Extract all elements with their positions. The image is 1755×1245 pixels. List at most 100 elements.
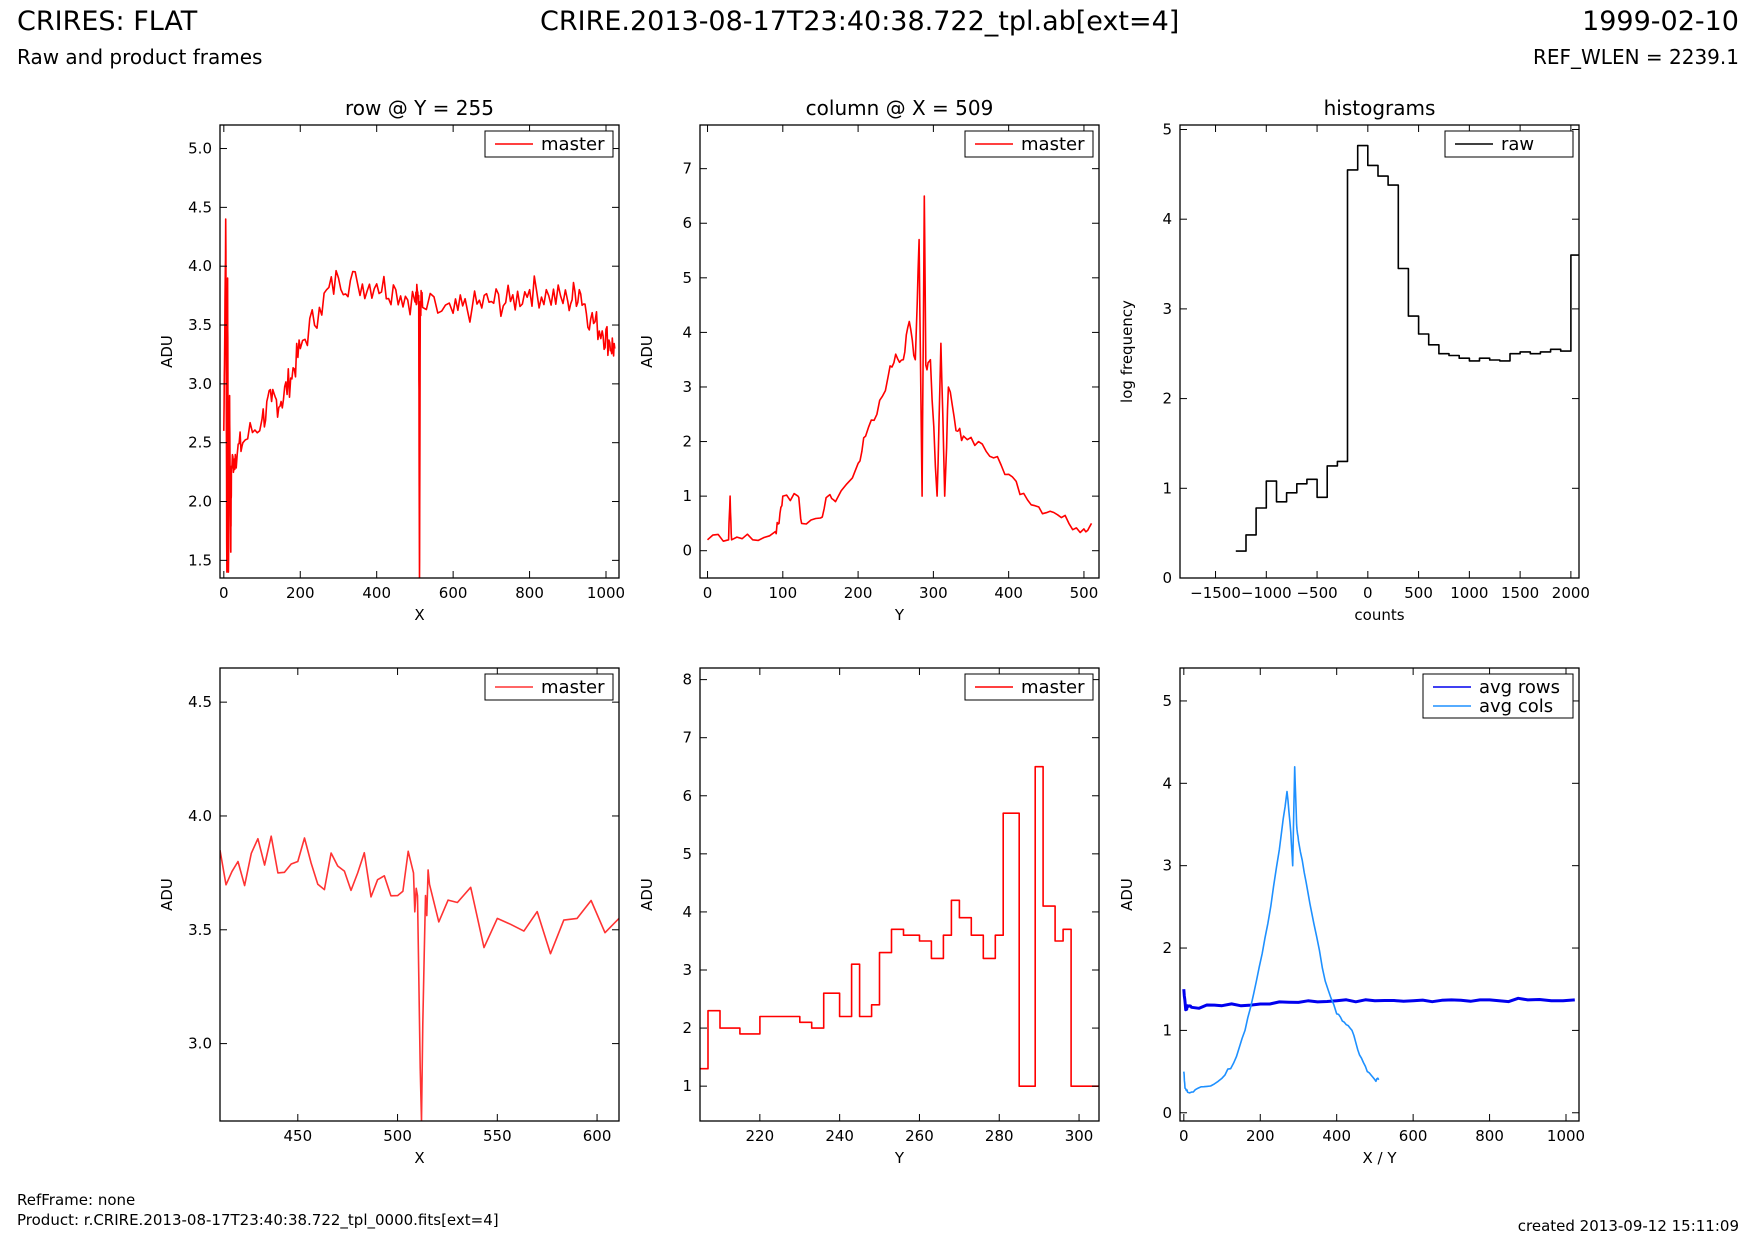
- product-label: Product: r.CRIRE.2013-08-17T23:40:38.722…: [17, 1211, 499, 1229]
- y-tick-label: 4.5: [188, 693, 212, 711]
- x-tick-label: 260: [905, 1127, 934, 1145]
- y-axis-label: ADU: [638, 335, 656, 368]
- x-axis-label: X / Y: [1362, 1149, 1397, 1167]
- x-tick-label: 0: [1363, 584, 1373, 602]
- x-tick-label: 800: [515, 584, 544, 602]
- x-tick-label: 200: [844, 584, 873, 602]
- y-tick-label: 2: [682, 433, 692, 451]
- x-tick-label: 300: [919, 584, 948, 602]
- y-axis-label: ADU: [638, 878, 656, 911]
- x-tick-label: 800: [1475, 1127, 1504, 1145]
- legend-label: master: [1021, 677, 1085, 698]
- y-tick-label: 2.0: [188, 493, 212, 511]
- x-tick-label: 450: [283, 1127, 312, 1145]
- x-tick-label: 0: [703, 584, 713, 602]
- y-tick-label: 4.0: [188, 807, 212, 825]
- refframe-label: RefFrame: none: [17, 1191, 136, 1209]
- x-axis-label: X: [414, 1149, 424, 1167]
- x-axis-label: counts: [1354, 606, 1404, 624]
- y-tick-label: 5: [1162, 120, 1172, 138]
- legend-label: avg rows: [1479, 677, 1560, 698]
- x-axis-label: Y: [894, 606, 905, 624]
- x-tick-label: 200: [1246, 1127, 1275, 1145]
- y-axis-label: ADU: [158, 878, 176, 911]
- x-tick-label: 220: [746, 1127, 775, 1145]
- created-label: created 2013-09-12 15:11:09: [1517, 1217, 1739, 1235]
- legend-box: [1422, 673, 1574, 719]
- plot-frame-avg: [1179, 667, 1580, 1122]
- series-line-col_top-0: [706, 195, 1093, 542]
- x-tick-label: −1500: [1190, 584, 1241, 602]
- x-tick-label: 400: [362, 584, 391, 602]
- x-tick-label: 240: [825, 1127, 854, 1145]
- x-tick-label: 1000: [1450, 584, 1488, 602]
- y-tick-label: 4: [1162, 210, 1172, 228]
- series-line-row_zoom-0: [220, 835, 619, 1121]
- x-tick-label: 500: [1404, 584, 1433, 602]
- y-tick-label: 1.5: [188, 551, 212, 569]
- y-axis-label: ADU: [158, 335, 176, 368]
- plot-frame-col_top: [699, 124, 1100, 579]
- x-tick-label: 2000: [1552, 584, 1590, 602]
- y-tick-label: 2: [682, 1019, 692, 1037]
- series-line-hist-0: [1235, 144, 1579, 552]
- x-tick-label: 600: [1399, 1127, 1428, 1145]
- y-axis-label: log frequency: [1118, 300, 1136, 403]
- legend-label: master: [1021, 134, 1085, 155]
- figure-subtitle: Raw and product frames: [17, 45, 263, 69]
- y-tick-label: 4: [682, 903, 692, 921]
- y-tick-label: 3.0: [188, 1035, 212, 1053]
- y-tick-label: 3: [1162, 300, 1172, 318]
- legend-label: avg cols: [1479, 696, 1553, 717]
- series-line-avg-1: [1183, 766, 1380, 1094]
- x-tick-label: 550: [483, 1127, 512, 1145]
- y-tick-label: 1: [682, 1077, 692, 1095]
- x-axis-label: X: [414, 606, 424, 624]
- series-line-avg-0: [1182, 989, 1575, 1012]
- y-tick-label: 2: [1162, 390, 1172, 408]
- y-tick-label: 0: [1162, 569, 1172, 587]
- plot-frame-hist: [1179, 124, 1580, 579]
- y-tick-label: 5: [1162, 692, 1172, 710]
- y-tick-label: 3.0: [188, 375, 212, 393]
- legend-label: raw: [1501, 134, 1534, 155]
- plot-frame-row_zoom: [219, 667, 620, 1122]
- y-tick-label: 3.5: [188, 921, 212, 939]
- series-line-col_zoom-0: [700, 765, 1099, 1087]
- x-tick-label: 500: [383, 1127, 412, 1145]
- y-axis-label: ADU: [1118, 878, 1136, 911]
- chart-title: column @ X = 509: [806, 96, 994, 120]
- y-tick-label: 5.0: [188, 140, 212, 158]
- x-axis-label: Y: [894, 1149, 905, 1167]
- y-tick-label: 1: [682, 487, 692, 505]
- x-tick-label: 400: [1322, 1127, 1351, 1145]
- legend-box: [1444, 130, 1574, 158]
- x-tick-label: 280: [985, 1127, 1014, 1145]
- x-tick-label: 1000: [587, 584, 625, 602]
- chart-title: row @ Y = 255: [345, 96, 494, 120]
- y-tick-label: 2: [1162, 939, 1172, 957]
- x-tick-label: 400: [994, 584, 1023, 602]
- x-tick-label: 600: [439, 584, 468, 602]
- x-tick-label: 0: [1179, 1127, 1189, 1145]
- y-tick-label: 0: [682, 542, 692, 560]
- y-tick-label: 2.5: [188, 434, 212, 452]
- y-tick-label: 4: [682, 323, 692, 341]
- y-tick-label: 1: [1162, 1021, 1172, 1039]
- y-tick-label: 0: [1162, 1104, 1172, 1122]
- x-tick-label: 0: [219, 584, 229, 602]
- plot-frame-col_zoom: [699, 667, 1100, 1122]
- ref-wlen-label: REF_WLEN = 2239.1: [1532, 45, 1739, 69]
- y-tick-label: 8: [682, 671, 692, 689]
- y-tick-label: 3: [1162, 857, 1172, 875]
- y-tick-label: 7: [682, 729, 692, 747]
- chart-title: histograms: [1324, 96, 1436, 120]
- y-tick-label: 5: [682, 269, 692, 287]
- x-tick-label: −500: [1296, 584, 1337, 602]
- x-tick-label: 500: [1070, 584, 1099, 602]
- legend-label: master: [541, 134, 605, 155]
- y-tick-label: 3: [682, 378, 692, 396]
- y-tick-label: 6: [682, 214, 692, 232]
- y-tick-label: 7: [682, 160, 692, 178]
- x-tick-label: 600: [583, 1127, 612, 1145]
